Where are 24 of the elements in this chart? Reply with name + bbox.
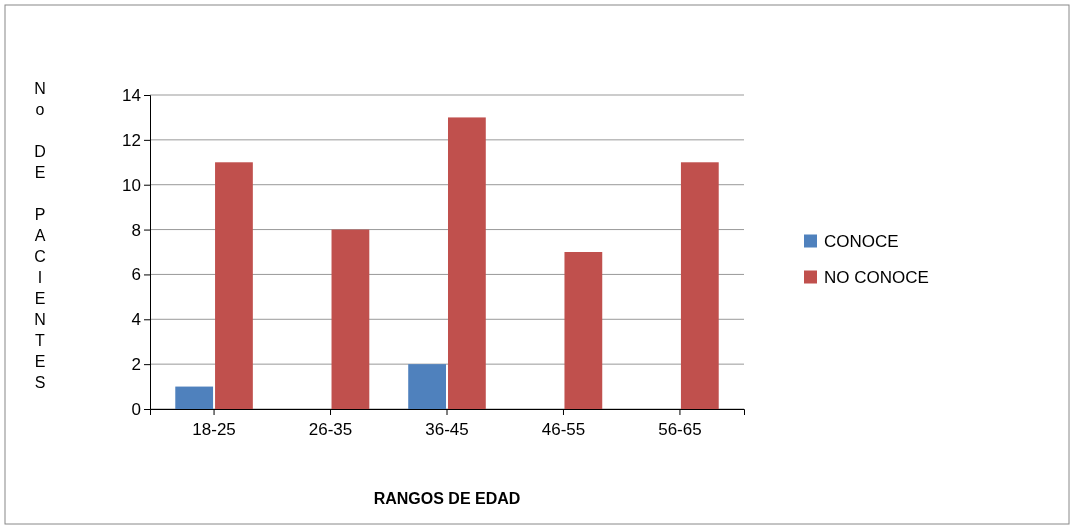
y-tick-label: 2 <box>131 355 141 375</box>
bar <box>175 386 214 409</box>
bar <box>331 229 370 409</box>
y-axis-title: No DE PACIENTES <box>31 80 49 395</box>
bar <box>564 252 603 409</box>
bar <box>447 117 486 409</box>
y-tick-label: 14 <box>122 85 141 105</box>
x-tick-label: 36-45 <box>425 420 469 439</box>
y-tick-label: 6 <box>131 265 141 285</box>
y-tick-label: 10 <box>122 175 141 195</box>
y-tick-label: 8 <box>131 220 141 240</box>
y-tick-label: 12 <box>122 130 141 150</box>
legend-label: CONOCE <box>824 231 899 251</box>
bar <box>680 162 719 409</box>
bar <box>215 162 253 409</box>
x-axis-title: RANGOS DE EDAD <box>373 490 521 507</box>
x-tick-label: 18-25 <box>192 420 236 439</box>
legend-label: NO CONOCE <box>824 267 929 287</box>
y-tick-label: 4 <box>131 310 141 330</box>
bar <box>408 364 447 409</box>
x-tick-label: 26-35 <box>308 420 353 439</box>
x-tick-label: 46-55 <box>541 420 586 439</box>
y-tick-label: 0 <box>131 399 141 419</box>
x-tick-label: 56-65 <box>658 420 702 439</box>
